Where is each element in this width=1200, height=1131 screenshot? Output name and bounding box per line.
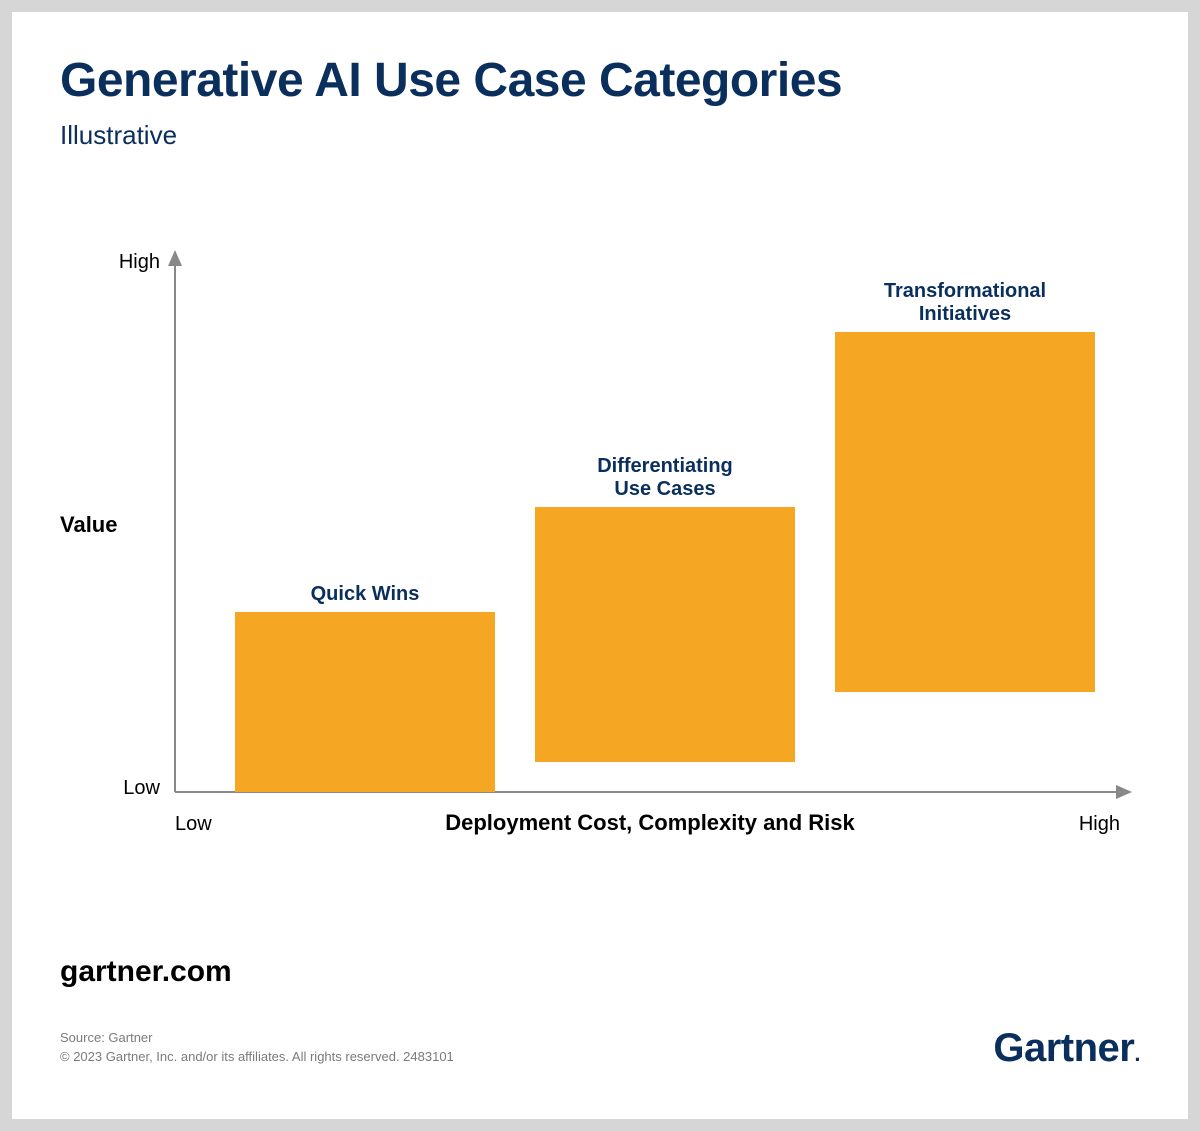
bar-differentiating — [535, 507, 795, 762]
x-axis-low-label: Low — [175, 813, 212, 835]
y-axis-low-label: Low — [123, 777, 160, 799]
gartner-logo-dot-icon: . — [1134, 1041, 1140, 1066]
footer-url: gartner.com — [60, 955, 232, 989]
y-axis-arrow-icon — [168, 250, 182, 266]
chart-title: Generative AI Use Case Categories — [60, 56, 1140, 106]
chart-area: Value High Low Quick Wins Differentiatin… — [60, 222, 1140, 862]
gartner-logo-text: Gartner — [993, 1026, 1134, 1070]
bar-transformational — [835, 332, 1095, 692]
x-axis-label: Deployment Cost, Complexity and Risk — [445, 810, 855, 835]
chart-card: Generative AI Use Case Categories Illust… — [12, 12, 1188, 1119]
bars-group: Quick Wins Differentiating Use Cases Tra… — [235, 280, 1095, 792]
y-axis-high-label: High — [119, 251, 160, 273]
footer-source-line2: © 2023 Gartner, Inc. and/or its affiliat… — [60, 1048, 454, 1067]
bar-quick-wins — [235, 612, 495, 792]
chart-subtitle: Illustrative — [60, 120, 1140, 151]
bar-label-differentiating-2: Use Cases — [614, 478, 715, 500]
y-axis-label: Value — [60, 512, 117, 537]
gartner-logo: Gartner. — [993, 1026, 1140, 1071]
bar-label-transformational-1: Transformational — [884, 280, 1046, 302]
bar-label-quick-wins: Quick Wins — [311, 583, 420, 605]
x-axis-high-label: High — [1079, 813, 1120, 835]
x-axis-arrow-icon — [1116, 785, 1132, 799]
bar-label-differentiating-1: Differentiating — [597, 455, 733, 477]
chart-svg: Value High Low Quick Wins Differentiatin… — [60, 222, 1140, 862]
footer-source-line1: Source: Gartner — [60, 1029, 454, 1048]
footer-credits: Source: Gartner © 2023 Gartner, Inc. and… — [60, 1029, 454, 1067]
bar-label-transformational-2: Initiatives — [919, 303, 1011, 325]
